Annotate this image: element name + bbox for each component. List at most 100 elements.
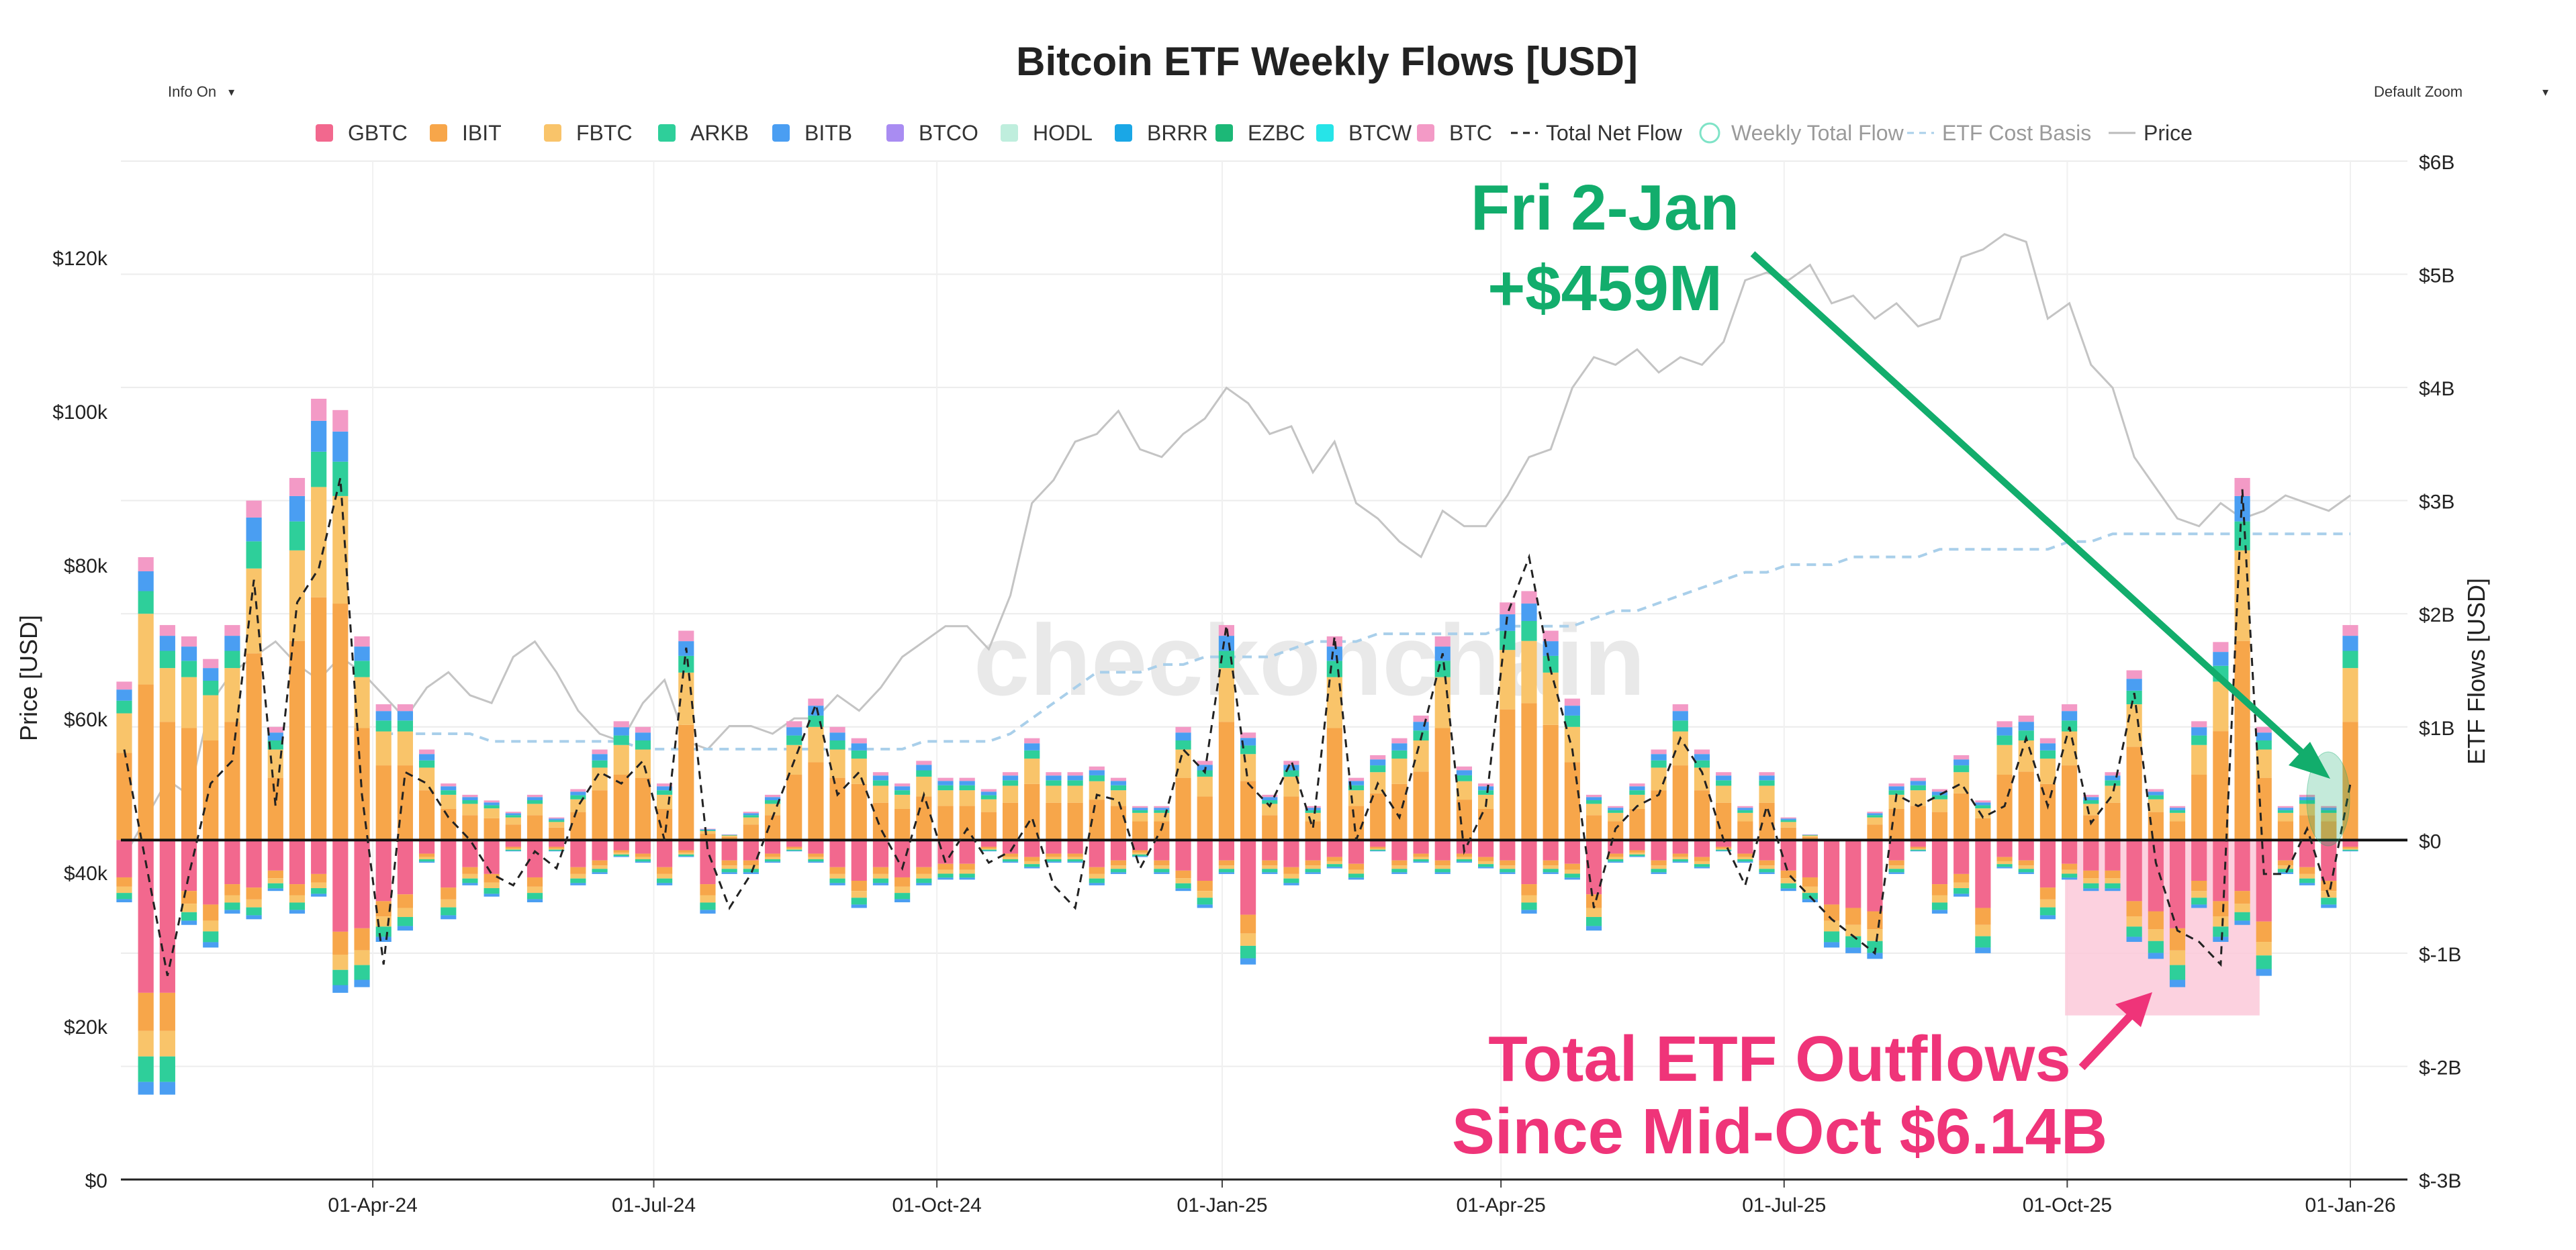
info-toggle-dropdown[interactable]: Info On ▾ bbox=[168, 75, 234, 109]
bar-ibit bbox=[613, 774, 629, 840]
bar-btc bbox=[1089, 766, 1105, 771]
bar-arkb bbox=[570, 795, 586, 800]
bar-bitb bbox=[2234, 495, 2250, 522]
bar-arkb bbox=[203, 931, 219, 943]
bar-bitb bbox=[1931, 791, 1948, 796]
bar-gbtc bbox=[1370, 840, 1386, 847]
bar-btc bbox=[1348, 777, 1365, 781]
bar-arkb bbox=[980, 795, 997, 800]
bar-ibit bbox=[959, 806, 975, 840]
bar-bitb bbox=[1046, 861, 1062, 863]
bar-ibit bbox=[1002, 802, 1019, 840]
bar-fbtc bbox=[1067, 857, 1083, 859]
bar-arkb bbox=[2342, 651, 2358, 669]
bar-arkb bbox=[116, 700, 132, 714]
bar-fbtc bbox=[1802, 886, 1818, 894]
bar-ibit bbox=[1975, 908, 1991, 925]
bar-arkb bbox=[1931, 795, 1948, 800]
bar-arkb bbox=[1910, 849, 1926, 851]
bar-ibit bbox=[808, 853, 824, 857]
bar-arkb bbox=[1564, 873, 1580, 878]
bar-ibit bbox=[764, 815, 781, 840]
bar-ibit bbox=[1089, 800, 1105, 840]
bar-bitb bbox=[721, 834, 737, 835]
bar-bitb bbox=[2299, 883, 2315, 885]
bar-arkb bbox=[1521, 902, 1537, 910]
bar-gbtc bbox=[1434, 840, 1451, 861]
bar-bitb bbox=[1521, 604, 1537, 622]
bar-btc bbox=[397, 704, 413, 712]
bar-ibit bbox=[872, 802, 889, 840]
left-tick-label: $60k bbox=[64, 709, 108, 731]
legend[interactable]: GBTC IBIT FBTC ARKB BITB BTCO HODL BRRR EZBC BTCW… bbox=[316, 121, 2193, 145]
bar-bitb bbox=[2126, 679, 2142, 691]
bar-gbtc bbox=[808, 840, 824, 854]
bar-arkb bbox=[2321, 898, 2337, 905]
bar-arkb bbox=[657, 878, 673, 883]
bar-btc bbox=[1608, 806, 1624, 808]
bar-gbtc bbox=[786, 840, 802, 847]
bar-ibit bbox=[1867, 824, 1883, 840]
bar-ibit bbox=[1608, 853, 1624, 857]
bar-bitb bbox=[1694, 754, 1710, 761]
bar-ibit bbox=[2299, 867, 2315, 874]
bar-gbtc bbox=[2234, 840, 2250, 892]
bar-gbtc bbox=[1672, 840, 1688, 854]
chart-title: Bitcoin ETF Weekly Flows [USD] bbox=[1016, 39, 1638, 84]
bar-fbtc bbox=[1867, 929, 1883, 941]
bar-bitb bbox=[441, 915, 457, 920]
bar-fbtc bbox=[1218, 865, 1234, 869]
bar-ibit bbox=[159, 992, 175, 1031]
bar-arkb bbox=[2018, 869, 2034, 873]
bar-arkb bbox=[1413, 859, 1429, 862]
bar-arkb bbox=[159, 1056, 175, 1082]
bar-bitb bbox=[1564, 706, 1580, 716]
bar-ibit bbox=[484, 873, 500, 883]
right-tick-label: $4B bbox=[2419, 378, 2454, 400]
bar-bitb bbox=[2213, 652, 2229, 666]
bar-bitb bbox=[159, 636, 175, 651]
bar-arkb bbox=[2148, 941, 2164, 953]
bar-bitb bbox=[116, 689, 132, 701]
bar-arkb bbox=[851, 898, 867, 905]
bar-fbtc bbox=[526, 886, 543, 894]
bar-gbtc bbox=[1478, 840, 1494, 857]
bar-fbtc bbox=[1326, 861, 1342, 865]
bar-arkb bbox=[1456, 859, 1473, 862]
bar-ibit bbox=[1996, 774, 2013, 840]
bar-btc bbox=[743, 812, 759, 814]
bar-arkb bbox=[1067, 780, 1083, 786]
bar-ibit bbox=[1456, 853, 1473, 857]
bar-gbtc bbox=[159, 840, 175, 993]
bar-fbtc bbox=[1434, 865, 1451, 869]
bar-ibit bbox=[289, 640, 306, 840]
bar-arkb bbox=[1888, 869, 1904, 873]
bar-gbtc bbox=[418, 840, 435, 854]
bar-bitb bbox=[203, 942, 219, 948]
bar-btc bbox=[267, 726, 283, 733]
bar-arkb bbox=[1543, 869, 1559, 873]
bar-fbtc bbox=[1262, 865, 1278, 869]
bar-gbtc bbox=[1262, 840, 1278, 861]
bar-gbtc bbox=[829, 840, 845, 867]
bar-arkb bbox=[1780, 820, 1796, 822]
bar-arkb bbox=[1953, 765, 1970, 773]
bar-fbtc bbox=[959, 790, 975, 806]
bar-arkb bbox=[635, 859, 651, 862]
bar-gbtc bbox=[549, 840, 565, 847]
bar-fbtc bbox=[138, 1030, 154, 1057]
bar-arkb bbox=[1002, 859, 1019, 862]
bar-bitb bbox=[1975, 802, 1991, 806]
bar-gbtc bbox=[1845, 840, 1861, 908]
bar-ibit bbox=[678, 724, 694, 840]
bar-bitb bbox=[635, 861, 651, 863]
zoom-dropdown[interactable]: Default Zoom ▾ bbox=[2374, 75, 2548, 109]
bar-gbtc bbox=[2342, 840, 2358, 847]
bar-bitb bbox=[1629, 786, 1645, 791]
bar-bitb bbox=[549, 818, 565, 820]
bar-gbtc bbox=[1823, 840, 1840, 905]
bar-fbtc bbox=[1175, 749, 1191, 778]
bar-ibit bbox=[1391, 783, 1408, 840]
bar-ibit bbox=[1262, 860, 1278, 866]
bar-btc bbox=[1500, 602, 1516, 615]
